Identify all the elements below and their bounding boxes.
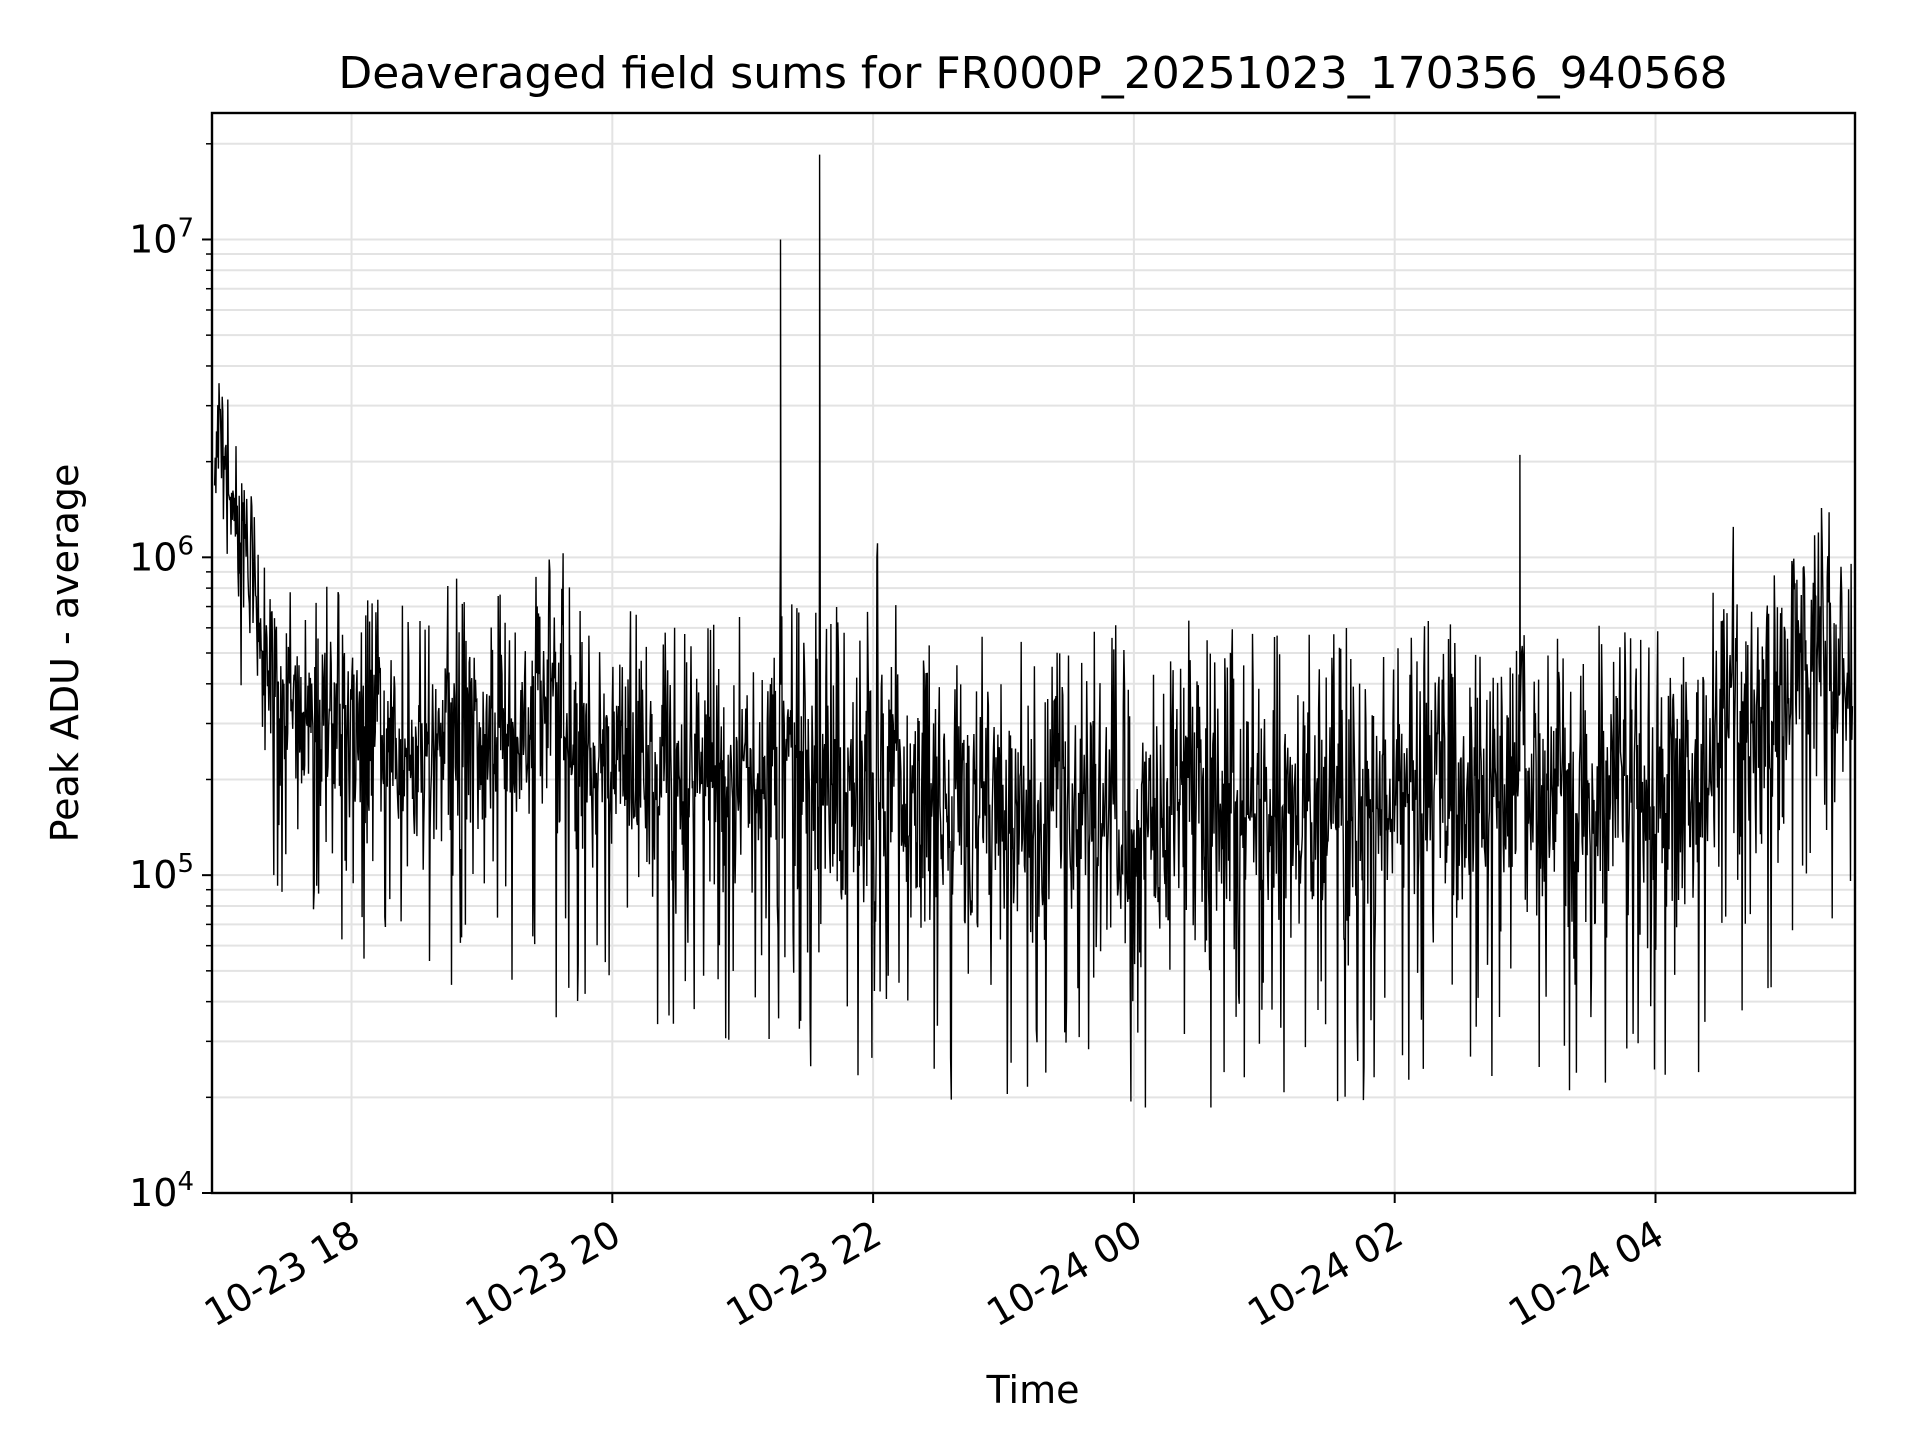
y-tick-exponent: 7	[177, 213, 194, 243]
y-tick-base: 10	[129, 217, 177, 261]
y-tick-exponent: 6	[177, 531, 194, 561]
y-tick-exponent: 5	[177, 849, 194, 879]
y-axis-label: Peak ADU - average	[43, 464, 87, 843]
series-field-sums	[213, 154, 1854, 1108]
y-tick-base: 10	[129, 853, 177, 897]
y-tick-exponent: 4	[177, 1167, 194, 1197]
chart-title: Deaveraged field sums for FR000P_2025102…	[338, 48, 1727, 99]
y-tick-label: 106	[129, 531, 194, 579]
y-tick-label: 104	[129, 1167, 194, 1215]
series-line-field-sums	[213, 154, 1854, 1108]
y-tick-label: 107	[129, 213, 194, 261]
y-tick-base: 10	[129, 1171, 177, 1215]
x-axis-label: Time	[986, 1368, 1080, 1412]
y-tick-label: 105	[129, 849, 194, 897]
y-tick-base: 10	[129, 535, 177, 579]
